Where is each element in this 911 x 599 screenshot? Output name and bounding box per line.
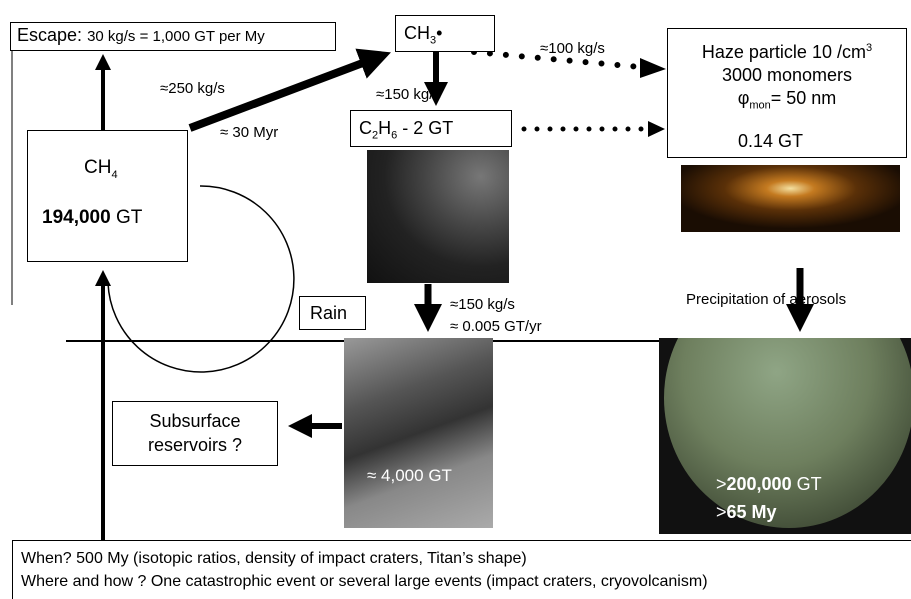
ch3-radical: •	[436, 23, 443, 43]
flux-label: ≈150 kg/s	[376, 86, 441, 103]
flux-label: ≈250 kg/s	[160, 80, 225, 97]
rain-label: Rain	[310, 303, 348, 323]
arrowhead	[640, 58, 666, 78]
lakes-radar	[344, 338, 493, 528]
arrowhead	[648, 121, 665, 137]
photolysis-arrow	[188, 48, 391, 132]
c2h6-box: C2H6 - 2 GT	[350, 110, 512, 147]
haze-phi: φ	[737, 88, 750, 108]
ch4-subscript: 4	[111, 168, 118, 181]
precipitation-label: Precipitation of aerosols	[686, 291, 847, 308]
ch4-label: CH	[84, 157, 112, 178]
surface-unit: GT	[791, 474, 822, 494]
subsurface-box: Subsurface reservoirs ?	[112, 401, 278, 466]
ch4-mass: 194,000	[42, 207, 111, 228]
ch4-unit: GT	[110, 207, 143, 228]
rate-label: ≈ 0.005 GT/yr	[450, 318, 542, 335]
escape-label: Escape:	[17, 25, 83, 45]
subsurface-line: reservoirs ?	[147, 435, 243, 455]
age-prefix: >	[716, 502, 727, 522]
surface-age: 65 My	[726, 502, 777, 522]
titan-photo	[659, 338, 911, 534]
c2h6-label: C	[359, 118, 372, 138]
c2h6-subscript: 6	[391, 129, 398, 142]
ch3-label: CH	[404, 23, 430, 43]
footer-line: When? 500 My (isotopic ratios, density o…	[21, 550, 527, 567]
time-label: ≈ 30 Myr	[220, 124, 279, 141]
haze-line: = 50 nm	[770, 88, 837, 108]
escape-detail: 30 kg/s = 1,000 GT per My	[87, 28, 265, 45]
footer-box: When? 500 My (isotopic ratios, density o…	[12, 540, 911, 599]
haze-photo	[367, 150, 509, 283]
haze-phi-subscript: mon	[749, 99, 771, 112]
c2h6-label: H	[378, 118, 392, 138]
footer-line: Where and how ? One catastrophic event o…	[21, 573, 708, 590]
surface-mass: 200,000	[726, 474, 792, 494]
haze-superscript: 3	[865, 42, 873, 54]
escape-box: Escape: 30 kg/s = 1,000 GT per My	[10, 22, 336, 51]
haze-line: 3000 monomers	[721, 65, 853, 85]
ch4-box: CH4 194,000 GT	[27, 130, 188, 262]
titan-globe	[664, 338, 911, 528]
ch3-box: CH3•	[395, 15, 495, 52]
flux-label: ≈100 kg/s	[540, 40, 605, 57]
lakes-mass: ≈ 4,000 GT	[367, 466, 452, 485]
flux-label: ≈150 kg/s	[450, 296, 515, 313]
ch3-subscript: 3	[430, 34, 437, 47]
c2h6-subscript: 2	[372, 129, 379, 142]
cycle-loop	[107, 185, 295, 373]
subsurface-line: Subsurface	[149, 411, 241, 431]
haze-mass: 0.14 GT	[738, 131, 804, 151]
haze-line: Haze particle 10 /cm	[701, 42, 866, 62]
rain-box: Rain	[299, 296, 366, 330]
surface-prefix: >	[716, 474, 727, 494]
aerosol-photo	[681, 165, 900, 232]
c2h6-mass: - 2 GT	[397, 118, 454, 138]
haze-box: Haze particle 10 /cm3 3000 monomers φmon…	[667, 28, 907, 158]
